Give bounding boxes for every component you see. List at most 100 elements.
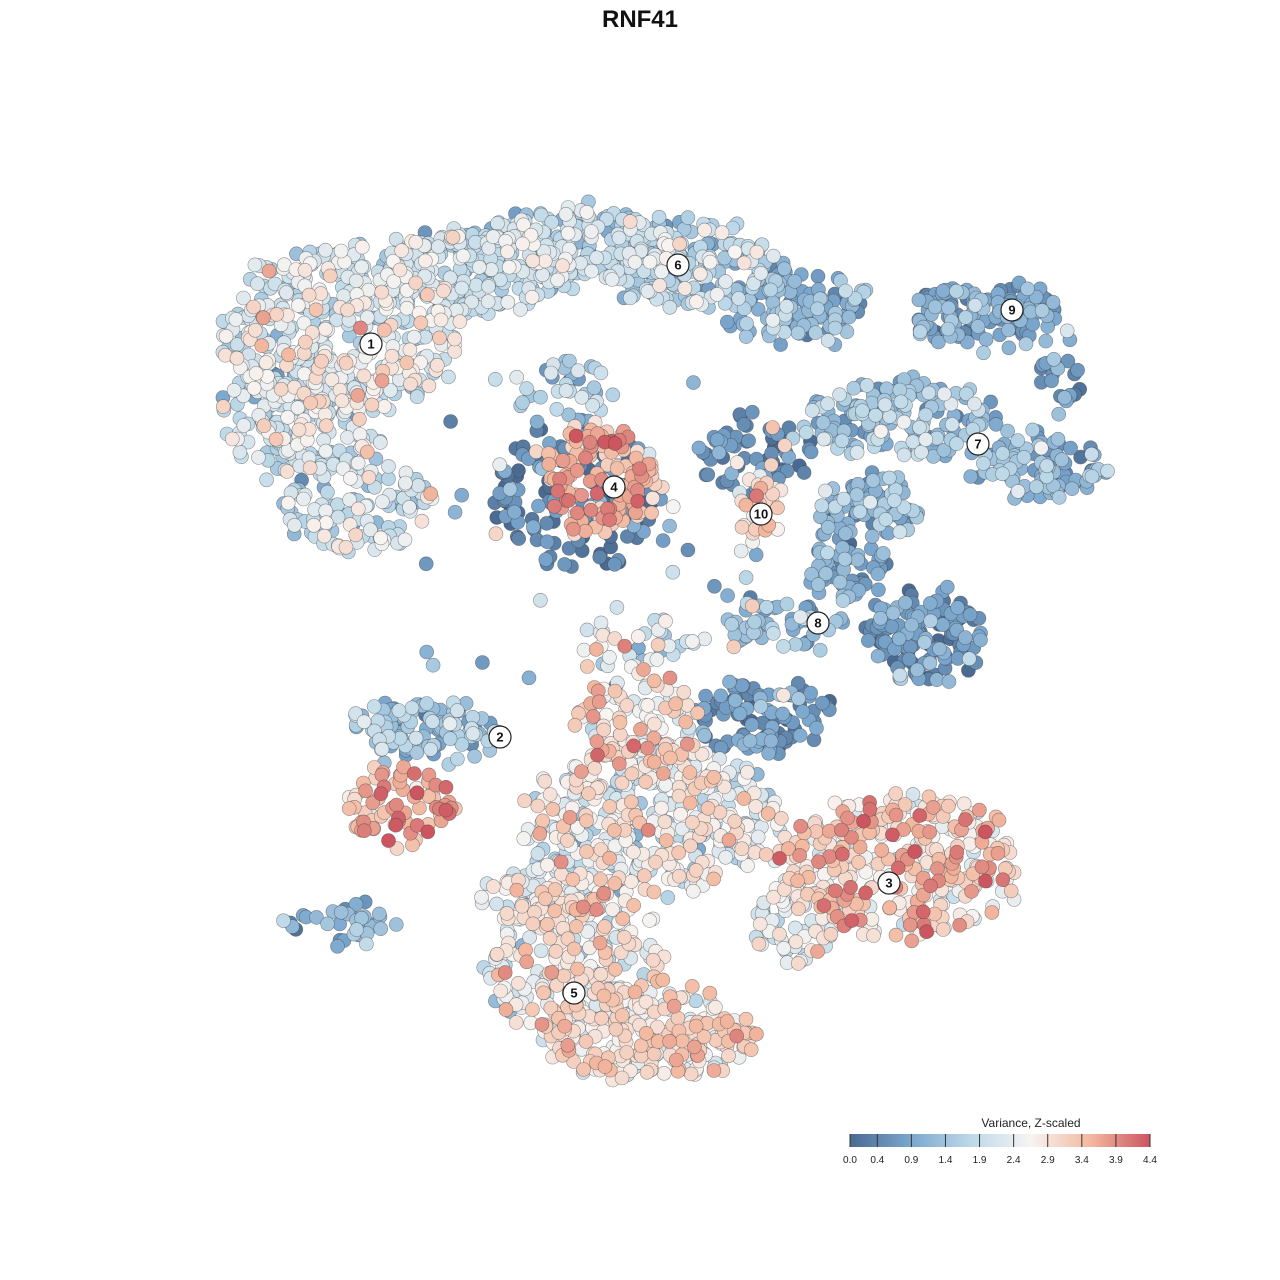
data-point (622, 290, 638, 306)
data-point (308, 302, 324, 318)
data-point (749, 488, 764, 504)
data-point (729, 1028, 745, 1044)
data-point (719, 1014, 735, 1029)
data-point (280, 409, 296, 425)
data-point (248, 322, 263, 338)
data-point (611, 756, 627, 772)
data-point (381, 459, 396, 474)
data-point (604, 272, 620, 287)
cluster-label-text: 5 (570, 986, 577, 1001)
data-point (738, 329, 754, 344)
data-point (909, 662, 925, 678)
data-point (804, 566, 819, 582)
data-point (820, 519, 836, 535)
data-point (303, 395, 318, 411)
data-point (875, 546, 891, 561)
data-point (525, 1002, 540, 1017)
data-point (574, 487, 589, 503)
data-point (356, 714, 372, 730)
data-point (841, 309, 857, 325)
data-point (614, 1070, 630, 1086)
data-point (873, 423, 889, 439)
data-point (927, 299, 943, 315)
data-point (1044, 373, 1059, 389)
data-point (941, 798, 956, 814)
data-point (626, 844, 641, 860)
data-point (430, 239, 446, 254)
data-point (919, 924, 934, 940)
data-point (297, 262, 313, 278)
data-point (738, 570, 754, 585)
data-point (642, 913, 657, 928)
data-point (574, 764, 589, 779)
data-point (619, 1045, 635, 1060)
cluster-label: 10 (749, 502, 773, 526)
data-point (455, 248, 471, 264)
data-point (878, 512, 894, 527)
data-point (720, 588, 735, 603)
data-point (481, 279, 496, 294)
data-point (763, 282, 779, 298)
data-point (1063, 440, 1078, 456)
data-point (642, 254, 658, 270)
data-point (815, 415, 831, 430)
cluster-label-text: 1 (367, 337, 374, 352)
data-point (915, 904, 931, 920)
data-point (940, 321, 956, 337)
data-point (798, 425, 814, 440)
data-point (615, 911, 631, 927)
data-point (374, 373, 390, 389)
data-point (775, 706, 791, 722)
data-point (835, 846, 850, 862)
data-point (645, 490, 661, 506)
data-point (485, 879, 501, 894)
data-point (333, 904, 349, 920)
data-point (714, 225, 730, 240)
data-point (770, 500, 785, 516)
data-point (739, 316, 754, 331)
data-point (677, 281, 693, 296)
data-point (291, 422, 307, 438)
data-point (627, 254, 643, 270)
data-point (499, 906, 515, 921)
data-point (722, 674, 737, 690)
data-point (1059, 323, 1075, 339)
data-point (623, 874, 639, 889)
data-point (549, 401, 565, 417)
data-point (320, 484, 335, 500)
data-point (671, 845, 687, 861)
data-point (888, 807, 904, 823)
data-point (348, 273, 364, 289)
data-point (1050, 431, 1066, 447)
data-point (964, 884, 979, 899)
data-point (436, 283, 451, 299)
data-point (646, 754, 662, 770)
data-point (658, 613, 673, 629)
data-point (810, 301, 825, 317)
data-point (480, 294, 496, 309)
data-point (772, 851, 787, 866)
data-point (492, 457, 508, 473)
data-point (525, 916, 541, 932)
data-point (507, 504, 522, 520)
data-point (958, 812, 973, 827)
data-point (537, 891, 553, 907)
data-point (445, 230, 461, 245)
data-point (256, 418, 272, 434)
data-point (803, 685, 819, 701)
data-point (636, 662, 651, 677)
data-point (582, 434, 598, 450)
data-point (538, 552, 554, 567)
data-point (375, 494, 390, 510)
data-point (736, 791, 752, 806)
data-point (302, 460, 318, 476)
data-point (537, 773, 553, 789)
data-point (850, 552, 866, 568)
cluster-label-text: 10 (754, 507, 768, 522)
data-point (498, 1002, 514, 1018)
data-point (609, 461, 625, 476)
data-point (488, 526, 504, 542)
data-point (373, 530, 389, 546)
data-point (810, 577, 826, 592)
data-point (406, 329, 422, 345)
